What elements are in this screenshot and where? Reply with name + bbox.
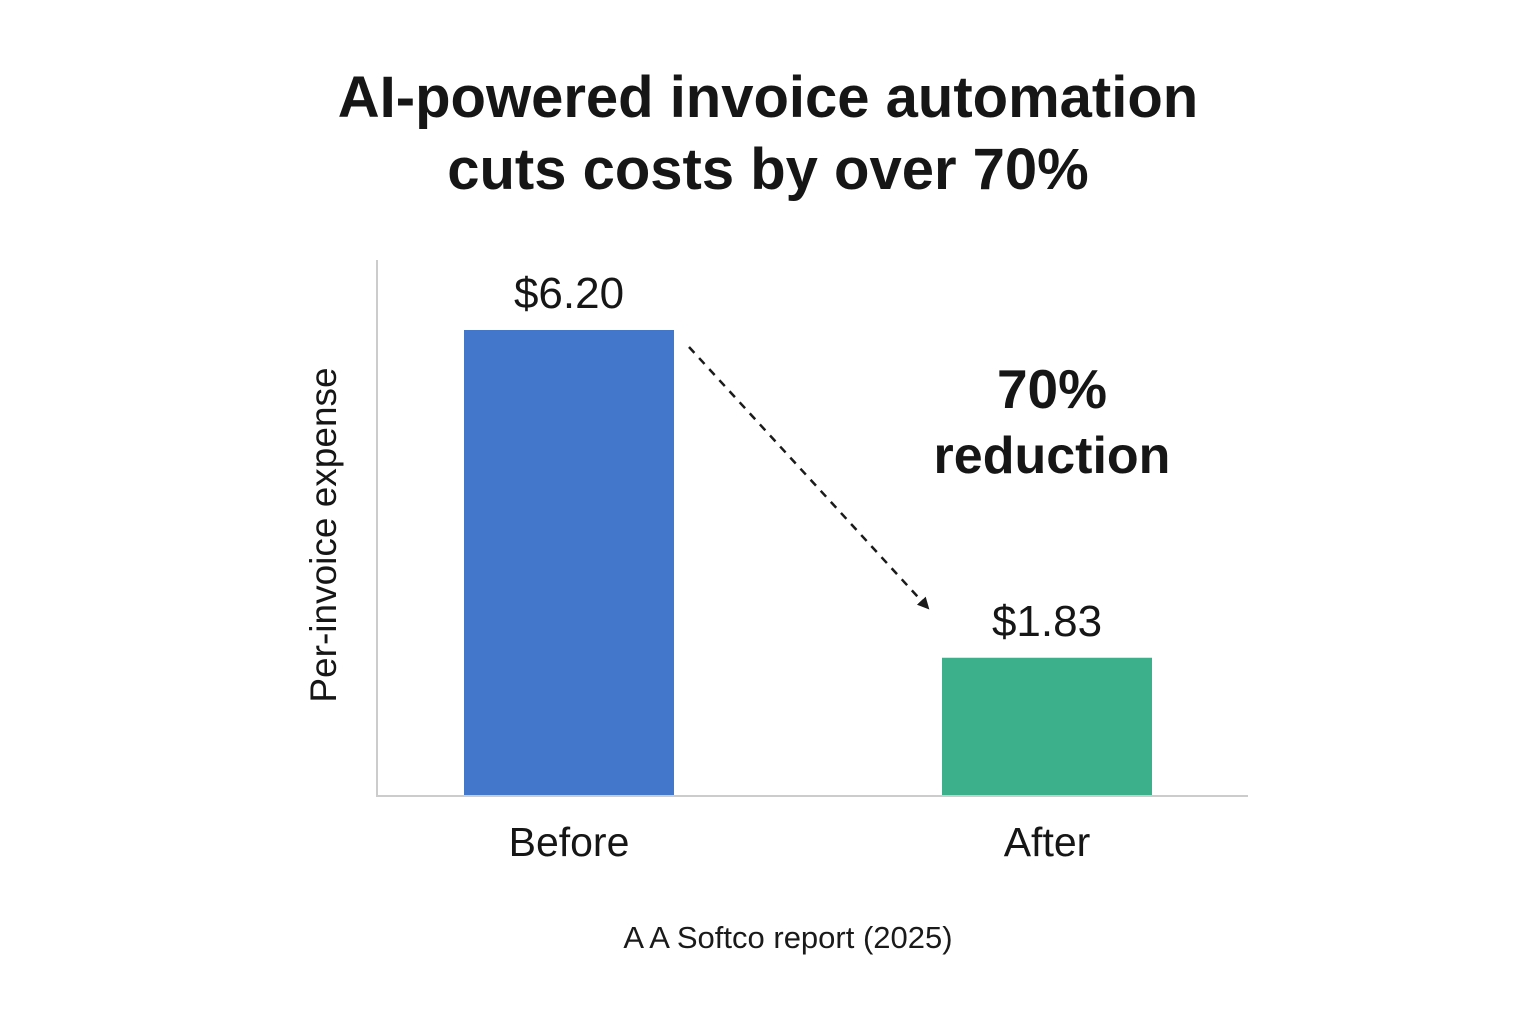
value-label-before: $6.20 (514, 269, 624, 318)
bar-before (464, 330, 674, 795)
reduction-percent: 70% (997, 358, 1107, 420)
chart-title-line-1: AI-powered invoice automation (337, 65, 1199, 130)
bars-layer: $6.20 Before $1.83 After (464, 269, 1152, 865)
chart-title-line-2: cuts costs by over 70% (447, 137, 1089, 202)
source-note: A A Softco report (2025) (623, 920, 953, 955)
value-label-after: $1.83 (992, 597, 1102, 646)
reduction-arrow (688, 346, 930, 610)
category-label-after: After (1004, 819, 1091, 865)
y-axis-label: Per-invoice expense (303, 367, 344, 702)
category-label-before: Before (509, 819, 630, 865)
reduction-label: reduction (934, 427, 1171, 485)
chart-title: AI-powered invoice automation cuts costs… (0, 62, 1536, 206)
bar-after (942, 657, 1152, 795)
